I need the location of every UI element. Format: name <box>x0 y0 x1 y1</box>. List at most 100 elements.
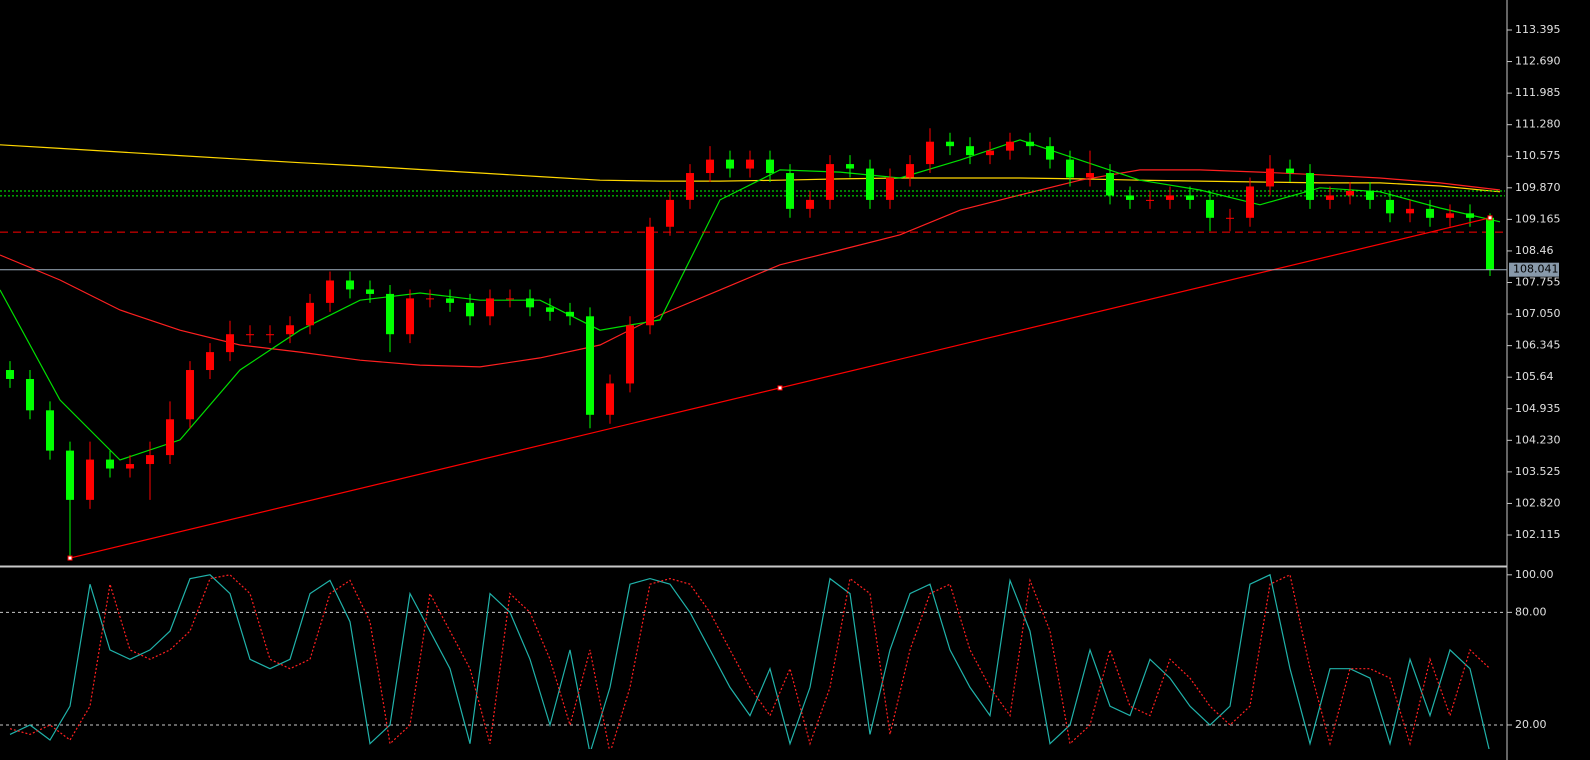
candle-body <box>66 450 74 500</box>
candle-body <box>526 298 534 308</box>
candle-body <box>1286 168 1294 174</box>
last-price-label: 108.041 <box>1513 263 1559 276</box>
candle-body <box>1146 199 1154 201</box>
y-tick-label: 109.165 <box>1515 212 1561 225</box>
y-tick-label: 107.755 <box>1515 276 1561 289</box>
candle-body <box>1046 146 1054 160</box>
candle-body <box>86 459 94 500</box>
candle-body <box>1386 199 1394 214</box>
trendline-handle <box>67 555 73 561</box>
candle-body <box>1106 173 1114 196</box>
candle-body <box>1126 195 1134 200</box>
candle-body <box>1466 213 1474 218</box>
candle-body <box>186 370 194 420</box>
candle-body <box>1266 168 1274 187</box>
candle-body <box>686 173 694 200</box>
candle-body <box>1346 190 1354 196</box>
candle-body <box>1006 141 1014 151</box>
candle-body <box>1066 159 1074 178</box>
candle-body <box>1486 217 1494 270</box>
trendline-handle <box>777 385 783 391</box>
candle-body <box>1226 217 1234 219</box>
last-price-box <box>1509 262 1559 277</box>
candle-body <box>366 289 374 294</box>
y-tick-label: 112.690 <box>1515 55 1561 68</box>
candle-body <box>106 459 114 469</box>
candle-body <box>1406 208 1414 214</box>
candle-body <box>166 419 174 456</box>
candle-body <box>146 455 154 465</box>
y-tick-label: 102.115 <box>1515 528 1561 541</box>
candle-body <box>606 383 614 415</box>
candle-body <box>586 316 594 415</box>
candle-body <box>646 226 654 326</box>
oscillator-line <box>9 573 1490 749</box>
candle-body <box>846 164 854 169</box>
oscillator-line <box>9 573 1491 749</box>
y-tick-label: 100.00 <box>1515 568 1554 581</box>
candle-body <box>506 298 514 300</box>
price-plot <box>0 128 1505 561</box>
candle-body <box>546 307 554 312</box>
candle-body <box>126 464 134 469</box>
candle-body <box>46 410 54 451</box>
y-tick-label: 102.820 <box>1515 496 1561 509</box>
candle-body <box>1446 213 1454 218</box>
y-tick-label: 80.00 <box>1515 605 1547 618</box>
candle-body <box>626 325 634 384</box>
candle-body <box>486 298 494 317</box>
candle-body <box>26 378 34 411</box>
candle-body <box>286 325 294 335</box>
y-tick-label: 104.935 <box>1515 402 1561 415</box>
candle-body <box>446 298 454 303</box>
candle-body <box>1246 186 1254 218</box>
candle-body <box>466 302 474 317</box>
candle-body <box>706 159 714 174</box>
candle-body <box>866 168 874 200</box>
candle-body <box>986 150 994 156</box>
y-tick-label: 105.64 <box>1515 370 1554 383</box>
candle-body <box>926 141 934 165</box>
y-tick-label: 106.345 <box>1515 339 1561 352</box>
candle-body <box>6 370 14 379</box>
candle-body <box>1306 173 1314 200</box>
y-tick-label: 110.575 <box>1515 149 1561 162</box>
candle-body <box>786 173 794 209</box>
candle-body <box>1326 195 1334 200</box>
candle-body <box>246 334 254 336</box>
y-tick-label: 107.050 <box>1515 307 1561 320</box>
moving-average <box>0 169 1501 368</box>
candle-body <box>566 311 574 317</box>
candle-body <box>1426 208 1434 218</box>
candle-body <box>766 159 774 174</box>
trendline-handle <box>1487 215 1493 221</box>
candle-body <box>1166 195 1174 200</box>
y-tick-label: 20.00 <box>1515 718 1547 731</box>
candle-body <box>1206 199 1214 218</box>
candle-body <box>206 352 214 371</box>
y-tick-label: 108.46 <box>1515 244 1554 257</box>
candle-body <box>966 146 974 156</box>
candle-body <box>426 298 434 300</box>
candle-body <box>806 199 814 209</box>
candle-body <box>346 280 354 290</box>
candle-body <box>946 141 954 147</box>
y-tick-label: 109.870 <box>1515 181 1561 194</box>
candle-body <box>906 164 914 178</box>
y-tick-label: 104.230 <box>1515 433 1561 446</box>
candle-body <box>266 334 274 336</box>
y-tick-label: 111.985 <box>1515 86 1561 99</box>
candle-body <box>886 177 894 200</box>
candle-body <box>826 164 834 200</box>
candle-body <box>306 302 314 326</box>
candle-body <box>326 280 334 303</box>
oscillator-plot <box>0 573 1505 749</box>
candle-body <box>386 293 394 335</box>
candle-body <box>1086 173 1094 178</box>
y-tick-label: 111.280 <box>1515 118 1561 131</box>
candle-body <box>1366 190 1374 200</box>
y-tick-label: 113.395 <box>1515 23 1561 36</box>
candle-body <box>726 159 734 169</box>
candle-body <box>1186 195 1194 200</box>
